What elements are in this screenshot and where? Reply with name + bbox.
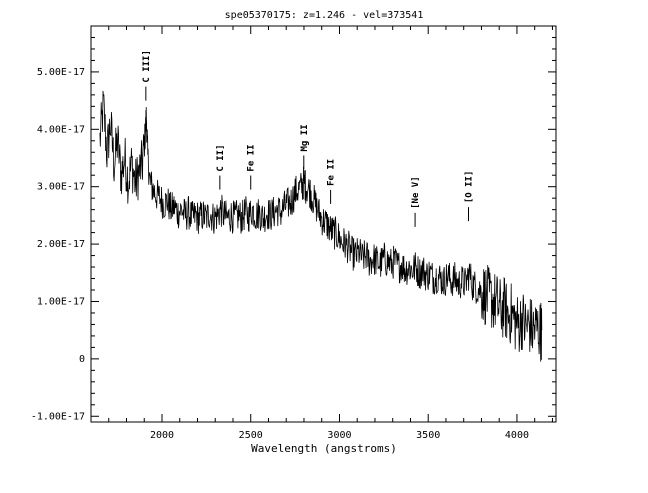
- chart-title: spe05370175: z=1.246 - vel=373541: [225, 10, 424, 21]
- y-tick-label: 0: [79, 354, 85, 365]
- annotation-label: C III]: [142, 50, 152, 83]
- y-tick-label: 4.00E-17: [37, 124, 85, 135]
- annotations-layer: C III] C II] Fe II Mg II Fe II [Ne V] [O II]: [142, 50, 475, 227]
- ticks-layer: [90, 25, 556, 422]
- y-tick-label: -1.00E-17: [31, 411, 85, 422]
- annotation-label: [Ne V]: [411, 176, 421, 209]
- x-tick-label: 4000: [505, 430, 529, 441]
- y-tick-label: 2.00E-17: [37, 239, 85, 250]
- y-tick-labels: -1.00E-17 0 1.00E-17 2.00E-17 3.00E-17 4.00E-…: [31, 67, 85, 422]
- annotation-label: [O II]: [465, 171, 475, 204]
- x-axis-title: Wavelength (angstroms): [251, 442, 397, 455]
- x-tick-label: 2000: [150, 430, 174, 441]
- annotation-label: Fe II: [327, 159, 337, 186]
- series-layer: [99, 90, 543, 362]
- x-tick-label: 3000: [327, 430, 351, 441]
- x-tick-labels: 2000 2500 3000 3500 4000: [150, 430, 529, 441]
- spectrum-line: [99, 90, 543, 362]
- annotation-label: Mg II: [300, 124, 310, 151]
- plot-frame: [90, 25, 557, 423]
- x-tick-label: 2500: [239, 430, 263, 441]
- y-tick-label: 1.00E-17: [37, 296, 85, 307]
- y-tick-label: 5.00E-17: [37, 67, 85, 78]
- annotation-label: C II]: [216, 144, 226, 171]
- y-tick-label: 3.00E-17: [37, 182, 85, 193]
- x-tick-label: 3500: [416, 430, 440, 441]
- annotation-label: Fe II: [247, 144, 257, 171]
